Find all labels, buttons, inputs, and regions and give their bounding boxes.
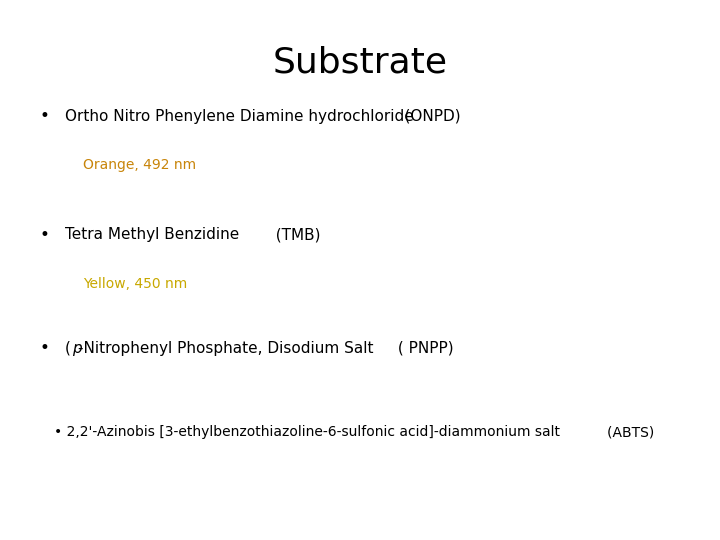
Text: -Nitrophenyl Phosphate, Disodium Salt     ( PNPP): -Nitrophenyl Phosphate, Disodium Salt ( … (78, 341, 454, 356)
Text: Ortho Nitro Phenylene Diamine hydrochloride: Ortho Nitro Phenylene Diamine hydrochlor… (65, 109, 413, 124)
Text: • 2,2'-Azinobis [3-ethylbenzothiazoline-6-sulfonic acid]-diammonium salt: • 2,2'-Azinobis [3-ethylbenzothiazoline-… (54, 425, 560, 439)
Text: (TMB): (TMB) (227, 227, 320, 242)
Text: (ABTS): (ABTS) (572, 425, 654, 439)
Text: •: • (40, 107, 50, 125)
Text: Tetra Methyl Benzidine: Tetra Methyl Benzidine (65, 227, 239, 242)
Text: (ONPD): (ONPD) (385, 109, 461, 124)
Text: Yellow, 450 nm: Yellow, 450 nm (83, 276, 187, 291)
Text: Orange, 492 nm: Orange, 492 nm (83, 158, 196, 172)
Text: •: • (40, 226, 50, 244)
Text: p: p (72, 341, 81, 356)
Text: (: ( (65, 341, 71, 356)
Text: Substrate: Substrate (272, 46, 448, 80)
Text: •: • (40, 339, 50, 357)
